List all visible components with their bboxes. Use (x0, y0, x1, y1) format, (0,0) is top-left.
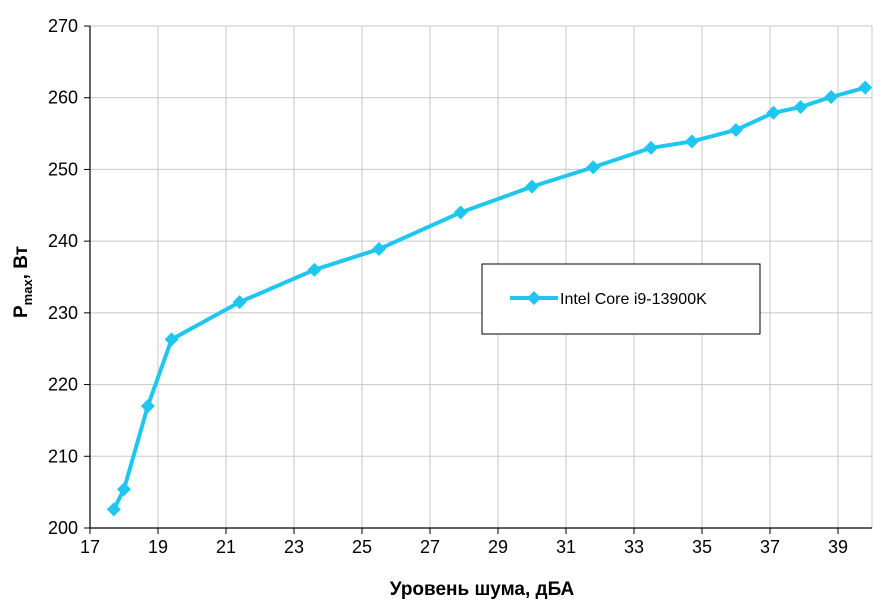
data-point-marker (453, 205, 468, 220)
x-tick-label: 37 (760, 537, 780, 557)
x-tick-labels: 17 19 21 23 25 27 29 31 33 35 37 39 (80, 537, 848, 557)
x-tick-label: 29 (488, 537, 508, 557)
y-tick-label: 210 (48, 446, 78, 466)
x-tick-label: 21 (216, 537, 236, 557)
legend-marker (527, 291, 541, 305)
x-tick-label: 33 (624, 537, 644, 557)
x-tick-label: 23 (284, 537, 304, 557)
series-layer (106, 80, 873, 517)
y-axis-title: Pmax, Вт (11, 246, 35, 318)
x-tick-label: 31 (556, 537, 576, 557)
data-point-marker (525, 179, 539, 194)
x-tick-label: 27 (420, 537, 440, 557)
y-tick-label: 220 (48, 375, 78, 395)
y-tick-label: 260 (48, 88, 78, 108)
y-tick-label: 230 (48, 303, 78, 323)
data-point-marker (793, 100, 808, 115)
x-tick-label: 17 (80, 537, 100, 557)
data-point-marker (586, 160, 601, 175)
data-point-marker (232, 295, 247, 310)
data-point-marker (372, 242, 386, 257)
data-point-marker (140, 399, 155, 414)
x-tick-label: 25 (352, 537, 372, 557)
axes (84, 25, 872, 534)
data-point-marker (307, 262, 322, 277)
legend: Intel Core i9-13900K (481, 263, 761, 335)
y-tick-label: 240 (48, 231, 78, 251)
x-tick-label: 35 (692, 537, 712, 557)
data-point-marker (684, 134, 699, 149)
data-point-marker (106, 502, 121, 517)
x-tick-label: 39 (828, 537, 848, 557)
data-point-marker (858, 80, 873, 95)
y-tick-label: 200 (48, 518, 78, 538)
x-axis-title: Уровень шума, дБА (390, 579, 575, 600)
y-tick-labels: 200 210 220 230 240 250 260 270 (48, 16, 78, 538)
data-point-marker (824, 89, 839, 104)
data-point-marker (644, 140, 658, 155)
data-point-marker (766, 105, 781, 120)
data-point-marker (729, 122, 743, 137)
y-tick-label: 250 (48, 159, 78, 179)
data-point-marker (164, 332, 179, 347)
x-tick-label: 19 (148, 537, 168, 557)
y-tick-label: 270 (48, 16, 78, 36)
data-point-marker (117, 482, 131, 497)
legend-label: Intel Core i9-13900K (560, 291, 707, 308)
